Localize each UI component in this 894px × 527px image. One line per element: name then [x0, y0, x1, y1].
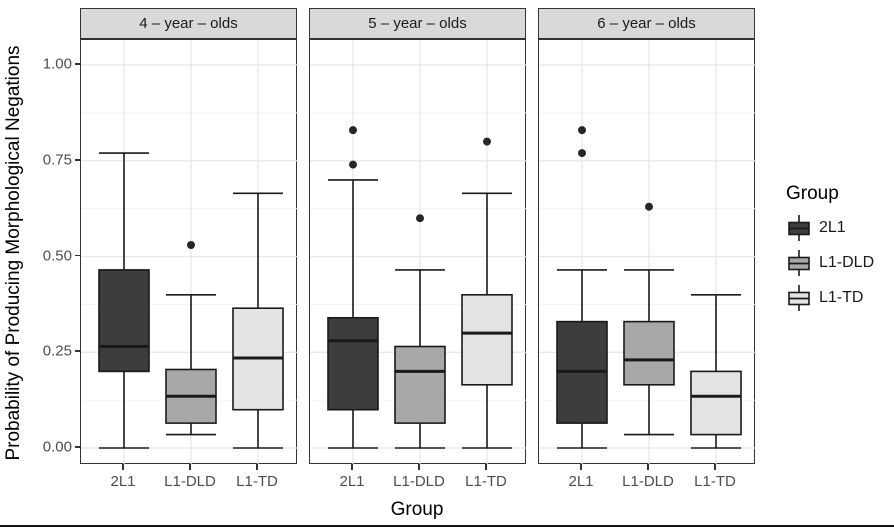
legend-key-boxplot-icon: [788, 285, 810, 311]
strip-label: 4 – year – olds: [139, 15, 238, 32]
legend: Group 2L1 L1-DLD L1-TD: [786, 183, 874, 319]
legend-entry-l1-td: L1-TD: [786, 284, 874, 312]
x-tick-label: L1-TD: [236, 473, 278, 490]
box-2l1: [327, 316, 379, 411]
y-tick-label: 0.00: [42, 438, 72, 456]
outlier-point: [578, 126, 586, 135]
legend-entry-label: L1-TD: [819, 289, 864, 306]
x-tick-mark: [418, 464, 420, 470]
x-axis-title: Group: [390, 499, 444, 520]
legend-title: Group: [786, 183, 839, 204]
facet-4-year-olds: 4 – year – olds: [80, 8, 298, 465]
x-tick-mark: [351, 464, 353, 470]
outlier-point: [187, 241, 195, 250]
box-l1-dld: [394, 345, 446, 424]
legend-key-boxplot-icon: [788, 250, 810, 276]
x-tick-label: L1-DLD: [622, 473, 674, 490]
box-l1-td: [690, 370, 742, 436]
y-tick-mark: [75, 254, 80, 257]
panel-canvas: [81, 40, 298, 465]
x-tick-label: L1-TD: [465, 473, 507, 490]
legend-entry-label: 2L1: [819, 219, 846, 236]
x-tick-mark: [580, 464, 582, 470]
strip-label: 6 – year – olds: [597, 15, 696, 32]
x-tick-label: L1-TD: [694, 473, 736, 490]
y-axis-title: Probability of Producing Morphological N…: [3, 45, 24, 461]
outlier-point: [578, 149, 586, 158]
outlier-point: [645, 202, 653, 211]
y-tick-mark: [75, 63, 80, 65]
y-tick-mark: [75, 350, 80, 353]
y-tick-label: 0.75: [42, 151, 72, 169]
x-tick-mark: [485, 464, 487, 470]
x-tick-mark: [189, 464, 191, 470]
x-tick-label: 2L1: [110, 473, 136, 490]
legend-entry-l1-dld: L1-DLD: [786, 249, 874, 277]
outlier-point: [483, 137, 491, 146]
box-2l1: [98, 269, 150, 373]
plot-panel: [309, 39, 527, 465]
y-tick-label: 1.00: [42, 55, 72, 73]
x-tick-mark: [122, 464, 124, 470]
plot-panel: [538, 39, 756, 465]
legend-key-boxplot-icon: [788, 215, 810, 241]
facet-6-year-olds: 6 – year – olds: [538, 8, 756, 465]
facet-strip: 4 – year – olds: [80, 8, 297, 39]
plot-panel: [80, 39, 298, 465]
box-l1-dld: [623, 320, 675, 386]
facet-5-year-olds: 5 – year – olds: [309, 8, 527, 465]
outlier-point: [416, 214, 424, 223]
panel-canvas: [539, 40, 756, 465]
outlier-point: [349, 160, 357, 169]
x-tick-label: L1-DLD: [393, 473, 445, 490]
x-tick-label: 2L1: [339, 473, 365, 490]
facet-strip: 6 – year – olds: [538, 8, 755, 39]
y-tick-mark: [75, 158, 80, 161]
legend-entry-2l1: 2L1: [786, 214, 874, 242]
y-tick-mark: [75, 446, 80, 448]
x-tick-mark: [714, 464, 716, 470]
x-tick-mark: [256, 464, 258, 470]
x-tick-label: 2L1: [568, 473, 594, 490]
legend-entry-label: L1-DLD: [819, 254, 875, 271]
x-tick-mark: [647, 464, 649, 470]
facet-strip: 5 – year – olds: [309, 8, 526, 39]
y-tick-label: 0.50: [42, 247, 72, 264]
outlier-point: [349, 126, 357, 135]
strip-label: 5 – year – olds: [368, 15, 467, 32]
box-l1-td: [461, 294, 513, 386]
x-tick-label: L1-DLD: [164, 473, 216, 490]
y-tick-label: 0.25: [42, 342, 72, 360]
panel-canvas: [310, 40, 527, 465]
